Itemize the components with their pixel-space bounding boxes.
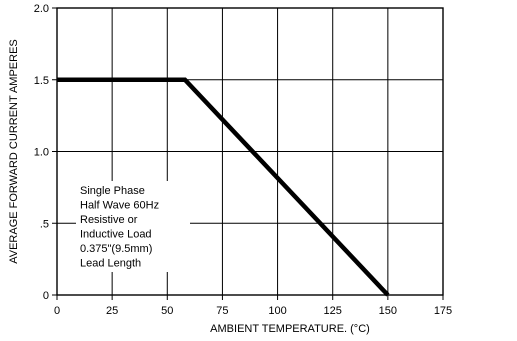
x-tick-label: 0 bbox=[54, 305, 60, 317]
x-tick-label: 125 bbox=[324, 305, 342, 317]
x-tick-label: 100 bbox=[268, 305, 286, 317]
x-axis-title: AMBIENT TEMPERATURE. (°C) bbox=[210, 323, 370, 335]
annotation-note: Single Phase Half Wave 60Hz Resistive or In… bbox=[76, 181, 190, 272]
annotation-background bbox=[76, 181, 190, 272]
derating-curve-line bbox=[57, 77, 390, 297]
y-tick-label: 0 bbox=[43, 290, 49, 302]
annotation-line: 0.375"(9.5mm) bbox=[80, 243, 152, 255]
x-tick-label: 50 bbox=[161, 305, 173, 317]
x-tick-label: 150 bbox=[379, 305, 397, 317]
x-tick-label: 175 bbox=[434, 305, 452, 317]
annotation-line: Resistive or bbox=[80, 214, 138, 226]
y-axis-ticks: 0 .5 1.0 1.5 2.0 bbox=[34, 3, 57, 302]
y-tick-label: .5 bbox=[40, 218, 49, 230]
y-axis-title: AVERAGE FORWARD CURRENT AMPERES bbox=[8, 39, 20, 264]
y-tick-label: 1.5 bbox=[34, 75, 49, 87]
x-tick-label: 25 bbox=[106, 305, 118, 317]
y-tick-label: 1.0 bbox=[34, 147, 49, 159]
annotation-line: Inductive Load bbox=[80, 229, 152, 241]
series-layer bbox=[57, 77, 390, 297]
x-axis-ticks: 0 25 50 75 100 125 150 175 bbox=[54, 295, 452, 317]
annotation-line: Lead Length bbox=[80, 258, 141, 270]
y-tick-label: 2.0 bbox=[34, 3, 49, 15]
annotation-line: Single Phase bbox=[80, 185, 145, 197]
x-tick-label: 75 bbox=[216, 305, 228, 317]
annotation-line: Half Wave 60Hz bbox=[80, 200, 159, 212]
